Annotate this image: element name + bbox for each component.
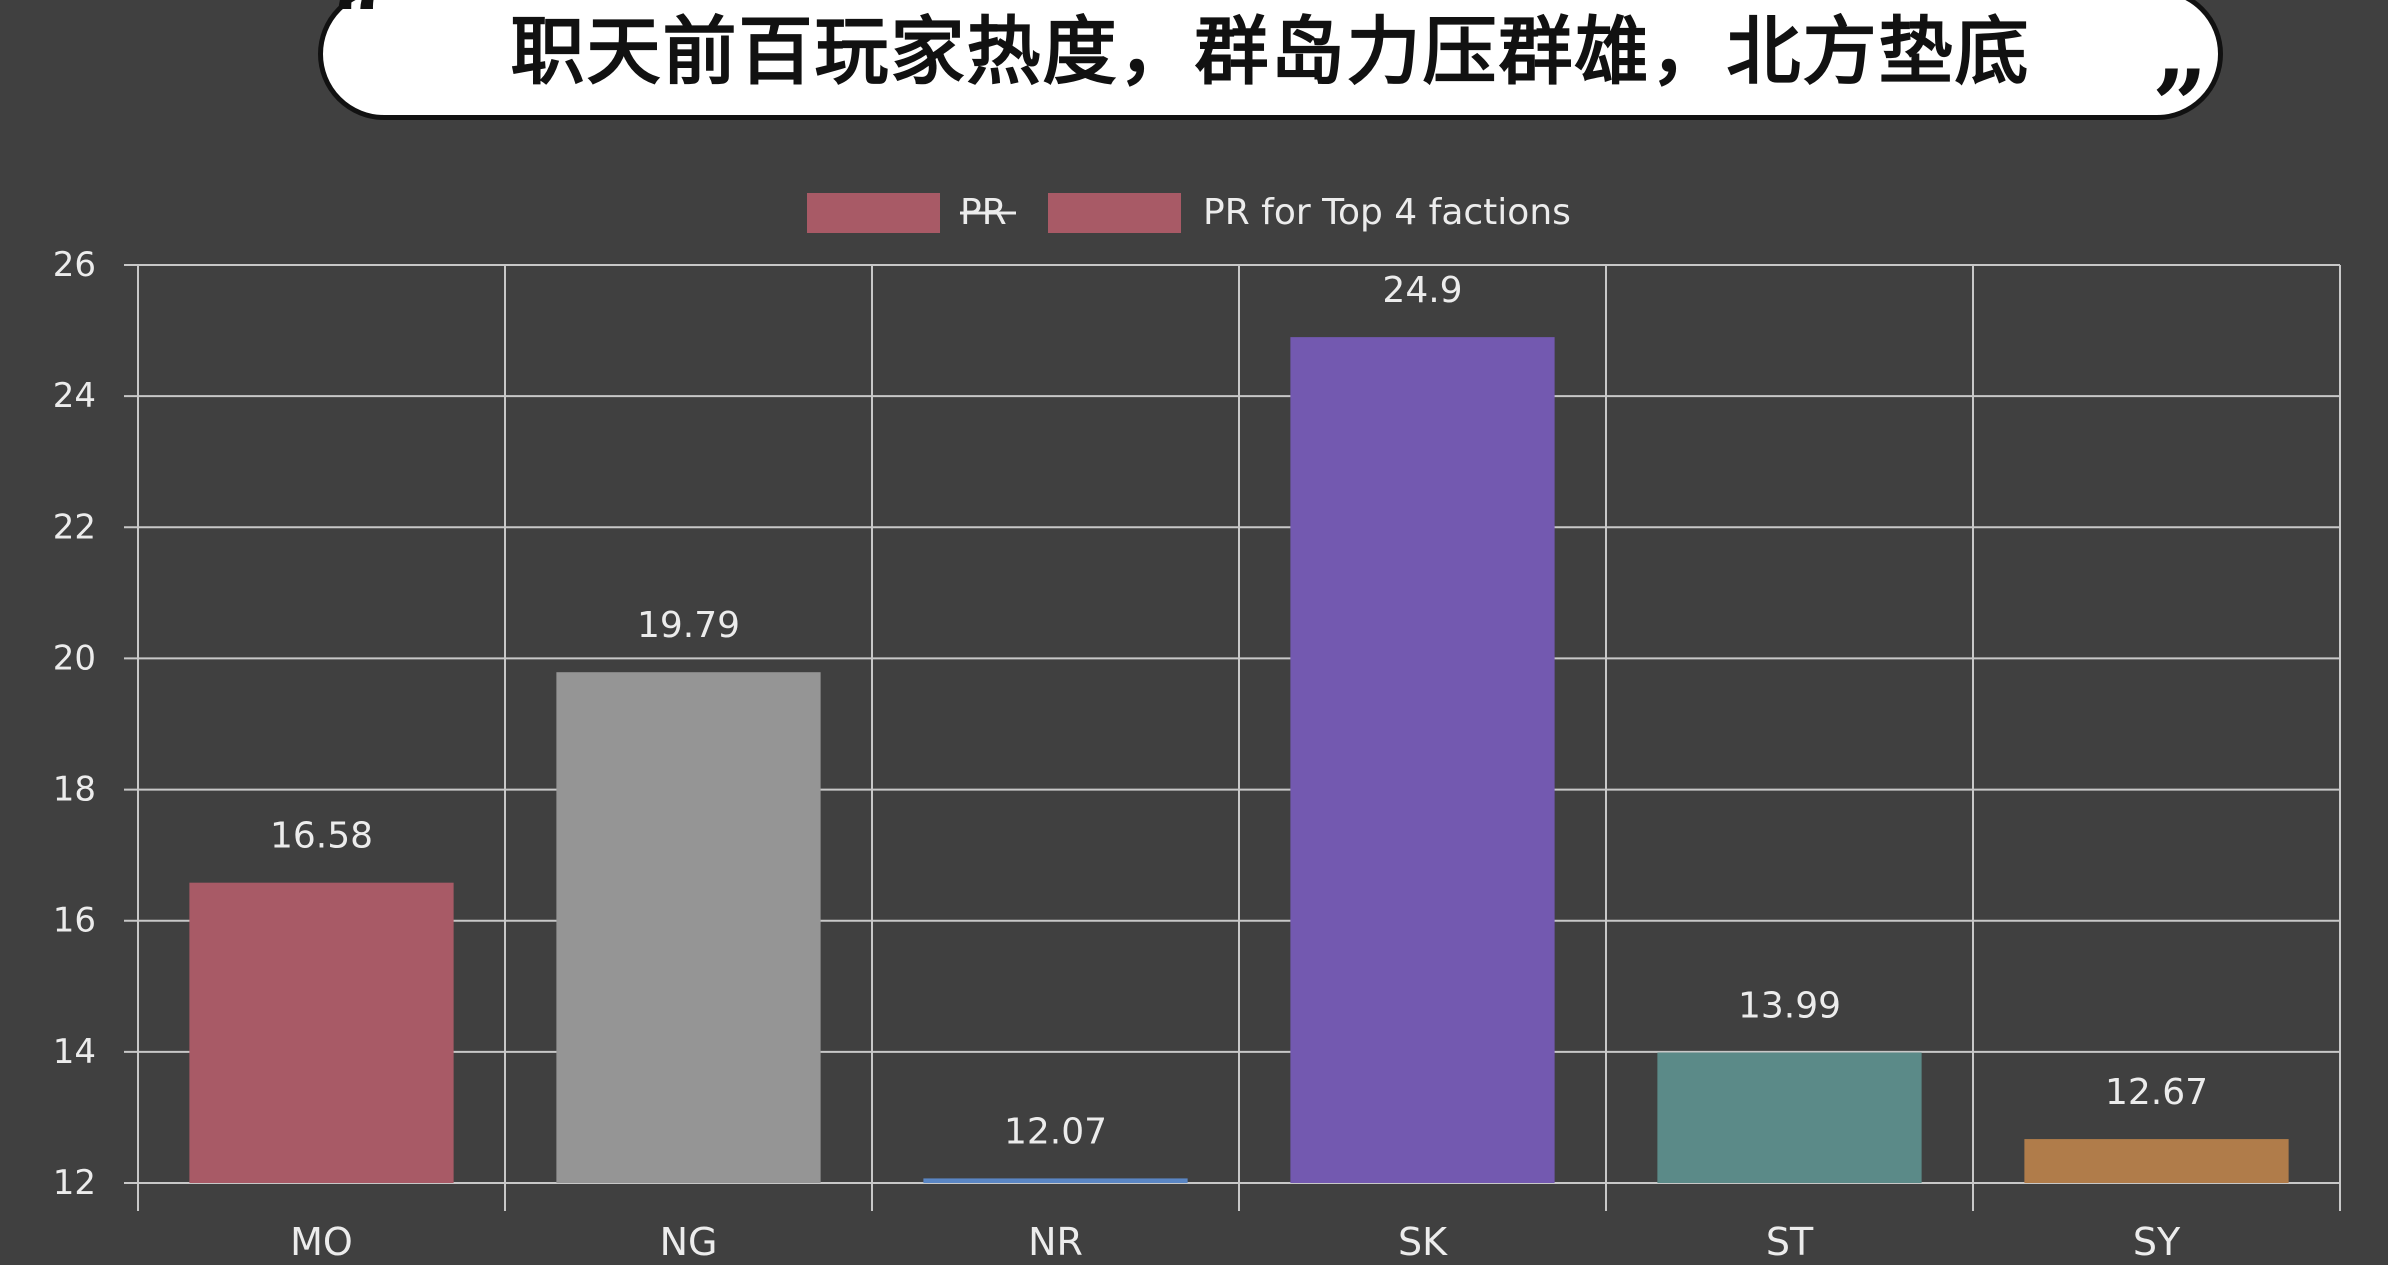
x-tick-label-ng: NG <box>660 1220 718 1264</box>
legend-label-top4: PR for Top 4 factions <box>1203 192 1571 233</box>
x-tick-label-st: ST <box>1766 1220 1814 1264</box>
data-label-sy: 12.67 <box>2105 1072 2208 1113</box>
bar-st <box>1657 1052 1922 1183</box>
data-label-ng: 19.79 <box>637 605 740 646</box>
x-tick-label-sy: SY <box>2133 1220 2181 1264</box>
close-quote-mark: ” <box>2152 49 2208 162</box>
headline-title: 职天前百玩家热度，群岛力压群雄，北方垫底 <box>510 9 2031 95</box>
bar-sk <box>1290 337 1555 1184</box>
bar-mo <box>189 882 454 1183</box>
data-label-st: 13.99 <box>1738 986 1841 1027</box>
legend-swatch-pr <box>807 193 940 233</box>
headline-banner: 职天前百玩家热度，群岛力压群雄，北方垫底 <box>318 0 2223 120</box>
legend-swatch-top4 <box>1048 193 1181 233</box>
bar-ng <box>556 672 821 1183</box>
data-label-nr: 12.07 <box>1004 1111 1107 1152</box>
data-label-mo: 16.58 <box>270 816 373 857</box>
bar-sy <box>2024 1139 2289 1183</box>
open-quote-mark: “ <box>332 0 388 76</box>
y-tick-label: 12 <box>53 1163 96 1203</box>
x-tick-label-mo: MO <box>290 1220 353 1264</box>
bar-nr <box>923 1178 1188 1183</box>
y-tick-label: 16 <box>53 901 96 941</box>
y-tick-label: 22 <box>53 507 96 547</box>
y-tick-label: 18 <box>53 770 96 810</box>
x-tick-label-nr: NR <box>1028 1220 1083 1264</box>
x-tick-label-sk: SK <box>1398 1220 1448 1264</box>
y-tick-label: 24 <box>53 376 96 416</box>
y-tick-label: 20 <box>53 638 96 678</box>
data-label-sk: 24.9 <box>1382 270 1462 311</box>
y-tick-label: 26 <box>53 245 96 285</box>
y-tick-label: 14 <box>53 1032 96 1072</box>
